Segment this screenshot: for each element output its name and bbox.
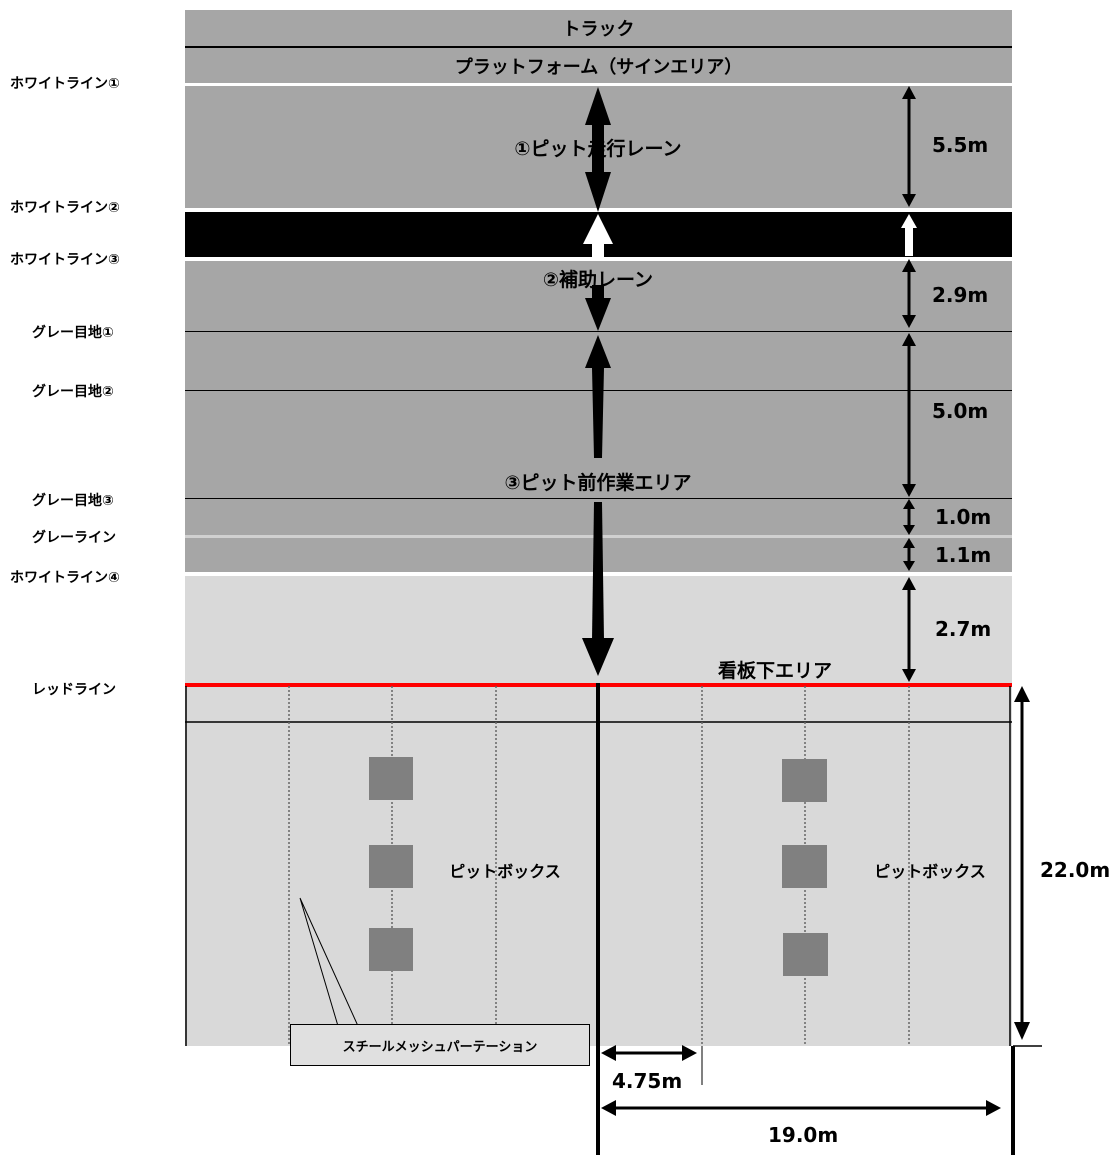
track-band [185, 10, 1012, 46]
arrowhead [682, 1045, 697, 1061]
dim-label-2-7: 2.7m [935, 617, 992, 641]
track-label: トラック [562, 19, 635, 40]
aux-lane-arrow-down [585, 298, 611, 331]
arrowhead [903, 525, 915, 535]
arrowhead [902, 259, 916, 272]
gray-joint-1-label: グレー目地① [32, 325, 114, 341]
white-line-2-label: ホワイトライン② [10, 200, 120, 216]
gray-joint-3-line [185, 498, 1012, 499]
track-edge-line [185, 46, 1012, 48]
arrowhead [902, 669, 916, 682]
white-line-4-label: ホワイトライン④ [10, 570, 120, 586]
arrowhead [903, 499, 915, 509]
work-area-arrow-up [585, 335, 611, 368]
pit-box-square [369, 845, 413, 888]
dim-label-22-0: 22.0m [1040, 858, 1111, 882]
gray-joint-1-line [185, 331, 1012, 332]
work-area-arrow-down [582, 638, 614, 676]
dim-label-19-0: 19.0m [768, 1123, 839, 1147]
white-arrow-right [901, 214, 917, 256]
red-line-label: レッドライン [32, 682, 116, 698]
dim-label-5-0: 5.0m [932, 399, 989, 423]
arrowhead [902, 194, 916, 207]
arrowhead [902, 577, 916, 590]
white-line-1 [185, 83, 1012, 86]
pit-box-square [782, 759, 827, 802]
arrowhead [902, 484, 916, 497]
aux-lane-label: ②補助レーン [542, 269, 654, 291]
pit-box-square [782, 845, 827, 888]
arrowhead [902, 86, 916, 99]
dim-label-5-5: 5.5m [932, 133, 989, 157]
arrowhead [986, 1100, 1001, 1116]
pit-box-square [369, 757, 413, 800]
pit-box-square [783, 933, 828, 976]
white-line-3 [185, 257, 1012, 261]
white-line-3-label: ホワイトライン③ [10, 252, 120, 268]
arrowhead [601, 1045, 616, 1061]
work-area-label: ③ピット前作業エリア [504, 472, 692, 494]
dim-label-1-1: 1.1m [935, 543, 992, 567]
gray-joint-3-label: グレー目地③ [32, 493, 114, 509]
arrowhead [1014, 686, 1030, 702]
arrowhead [601, 1100, 616, 1116]
arrowhead [902, 333, 916, 346]
pit-box-label-left: ピットボックス [449, 862, 561, 881]
dim-label-2-9: 2.9m [932, 283, 989, 307]
work-area-arrow-shaft-top [592, 368, 604, 458]
gray-joint-2-label: グレー目地② [32, 384, 114, 400]
pit-lane-arrow-shaft [592, 125, 604, 170]
work-area-arrow-shaft-bottom [592, 502, 604, 640]
dim-label-1-0: 1.0m [935, 505, 992, 529]
white-arrow-center [583, 214, 613, 257]
pit-lane-arrow-down [585, 165, 611, 212]
callout-pointer [299, 897, 359, 1027]
arrowhead [903, 538, 915, 548]
pit-lane-label: ①ピット走行レーン [514, 138, 682, 160]
pit-lane-arrow-up [585, 87, 611, 130]
arrowhead [903, 561, 915, 571]
arrowhead [902, 315, 916, 328]
platform-label: プラットフォーム（サインエリア） [454, 57, 743, 78]
platform-band [185, 48, 1012, 83]
dim-label-4-75: 4.75m [612, 1069, 683, 1093]
sign-area-label: 看板下エリア [717, 660, 832, 682]
white-line-1-label: ホワイトライン① [10, 76, 120, 92]
aux-lane-arrow-shaft [592, 285, 604, 299]
pit-box-square [369, 928, 413, 971]
arrowhead [1014, 1022, 1030, 1040]
gray-line-label: グレーライン [32, 530, 116, 546]
pit-box-label-right: ピットボックス [874, 862, 986, 881]
mesh-partition-callout: スチールメッシュパーテーション [290, 1024, 590, 1066]
